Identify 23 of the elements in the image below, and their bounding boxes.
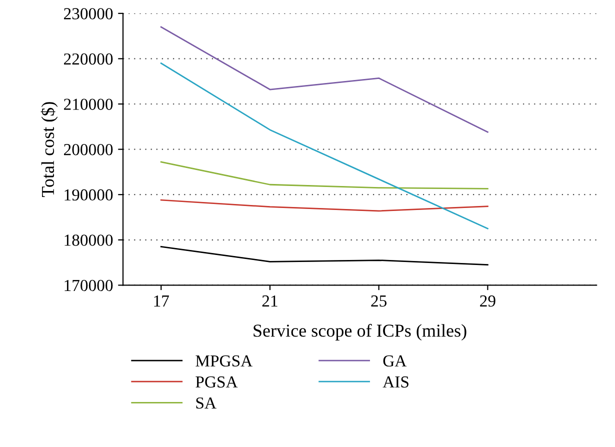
y-tick-label: 190000 [64,189,113,201]
line-series [160,26,488,133]
legend-label: GA [383,355,407,367]
legend-label: SA [196,397,216,409]
legend-label: PGSA [196,376,238,388]
line-series [160,199,488,212]
y-tick-label: 180000 [64,234,113,246]
x-axis-title: Service scope of ICPs (miles) [254,324,466,340]
y-axis-title: Total cost ($) [40,102,58,197]
legend-label: AIS [382,376,408,388]
line-series [160,246,488,266]
x-tick-label: 17 [154,295,169,306]
line-series [160,161,488,190]
x-tick-label: 25 [371,295,387,307]
y-tick-label: 170000 [64,280,113,292]
y-tick-label: 230000 [64,8,113,20]
y-tick-label: 210000 [64,98,113,110]
legend-label: MPGSA [196,355,252,367]
x-tick-label: 29 [480,295,496,307]
y-tick-label: 220000 [64,53,113,65]
x-tick-label: 21 [262,295,278,306]
y-tick-label: 200000 [64,144,113,156]
line-series [160,62,488,230]
